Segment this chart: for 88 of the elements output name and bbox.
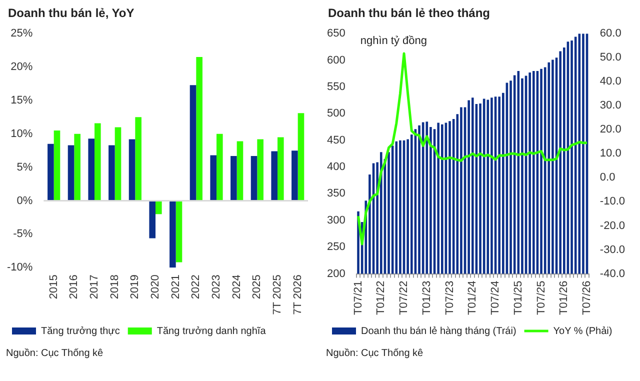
x-tick-label: 2025 <box>251 274 264 300</box>
y-axis-title: nghìn tỷ đồng <box>360 35 428 48</box>
bar <box>108 145 115 201</box>
x-tick-label: T07/22 <box>398 280 410 316</box>
y-tick-label: 350 <box>326 188 346 200</box>
bar <box>135 117 142 201</box>
bar <box>149 200 156 238</box>
bar <box>114 127 122 201</box>
legend-label: Tăng trưởng thực <box>41 326 120 337</box>
legend-label: Tăng trưởng danh nghĩa <box>156 326 266 337</box>
y2-tick-label: -40.0 <box>600 268 626 280</box>
x-tick-label: 7T 2025 <box>272 274 284 315</box>
text: Nguồn: Cục Thống kê <box>6 348 104 359</box>
bar <box>176 200 182 262</box>
y-tick-label: 5% <box>16 161 33 174</box>
legend-label: YoY % (Phải) <box>553 326 612 337</box>
y2-tick-label: 0.0 <box>600 172 616 184</box>
x-tick-label: 2021 <box>170 274 182 300</box>
x-tick-label: T01/24 <box>466 280 479 316</box>
y2-tick-label: -10.0 <box>600 196 626 208</box>
y-tick-label: 300 <box>326 214 346 226</box>
x-tick-label: T01/26 <box>558 280 570 316</box>
y-tick-label: 10% <box>10 128 33 140</box>
bar <box>216 134 223 201</box>
y2-tick-label: 40.0 <box>600 76 622 88</box>
y-tick-label: 0% <box>16 194 33 207</box>
x-tick-label: 2015 <box>48 274 60 300</box>
bar <box>74 134 80 201</box>
bar <box>170 200 176 268</box>
bar <box>48 144 54 201</box>
x-tick-label: T01/23 <box>420 280 433 316</box>
bar <box>250 156 258 201</box>
x-tick-label: 2020 <box>150 274 162 300</box>
x-tick-label: T01/25 <box>512 280 524 316</box>
x-tick-label: 2022 <box>190 274 202 300</box>
bar <box>278 137 284 201</box>
y-tick-label: 600 <box>326 54 346 66</box>
bar <box>292 150 298 201</box>
y-tick-label: 650 <box>326 28 346 40</box>
y-tick-label: 450 <box>326 134 346 146</box>
bar <box>196 57 202 201</box>
y-tick-label: 20% <box>10 61 33 74</box>
bar <box>190 85 196 201</box>
y-tick-label: 15% <box>10 94 33 106</box>
x-tick-label: T07/23 <box>444 280 456 316</box>
x-tick-label: 7T 2026 <box>292 274 304 315</box>
bar <box>230 156 237 201</box>
bar <box>210 155 217 201</box>
y-tick-label: 500 <box>326 108 346 120</box>
x-tick-label: T01/22 <box>375 280 388 316</box>
y-tick-label: -5% <box>13 228 33 240</box>
x-tick-label: T07/26 <box>581 280 594 316</box>
x-tick-label: 2017 <box>88 274 101 300</box>
x-tick-label: T07/21 <box>352 280 364 316</box>
x-tick-label: 2018 <box>108 274 121 300</box>
bar <box>94 123 101 201</box>
chart-title: Doanh thu bán lẻ, YoY <box>8 6 134 20</box>
y2-tick-label: -30.0 <box>600 244 626 256</box>
y2-tick-label: 60.0 <box>600 28 622 40</box>
y-tick-label: -10% <box>6 262 33 274</box>
bar <box>271 151 278 201</box>
y2-tick-label: 50.0 <box>600 52 622 64</box>
bar <box>156 200 162 214</box>
x-tick-label: T07/24 <box>490 280 502 316</box>
y-tick-label: 25% <box>10 28 33 40</box>
y2-tick-label: 30.0 <box>600 100 622 112</box>
x-tick-label: 2023 <box>210 274 223 300</box>
x-tick-label: 2024 <box>230 274 243 300</box>
x-tick-label: 2016 <box>68 274 80 300</box>
y-tick-label: 250 <box>326 241 346 254</box>
bar <box>257 139 264 201</box>
bar <box>68 145 74 201</box>
y-tick-label: 400 <box>326 161 346 174</box>
bar <box>88 138 95 201</box>
bar <box>54 130 60 201</box>
bar <box>236 141 244 201</box>
y-tick-label: 550 <box>326 81 346 93</box>
legend-label: Doanh thu bán lẻ hàng tháng (Trái) <box>361 326 516 337</box>
text: Nguồn: Cục Thống kê <box>326 348 424 359</box>
y2-tick-label: 10.0 <box>600 148 622 160</box>
bar <box>128 139 136 201</box>
chart-title: Doanh thu bán lẻ theo tháng <box>328 6 490 20</box>
x-tick-label: T07/25 <box>535 280 548 316</box>
y2-tick-label: -20.0 <box>600 220 626 232</box>
y-tick-label: 200 <box>326 268 346 280</box>
y2-tick-label: 20.0 <box>600 124 622 136</box>
x-tick-label: 2019 <box>129 274 142 300</box>
bar <box>298 113 304 201</box>
